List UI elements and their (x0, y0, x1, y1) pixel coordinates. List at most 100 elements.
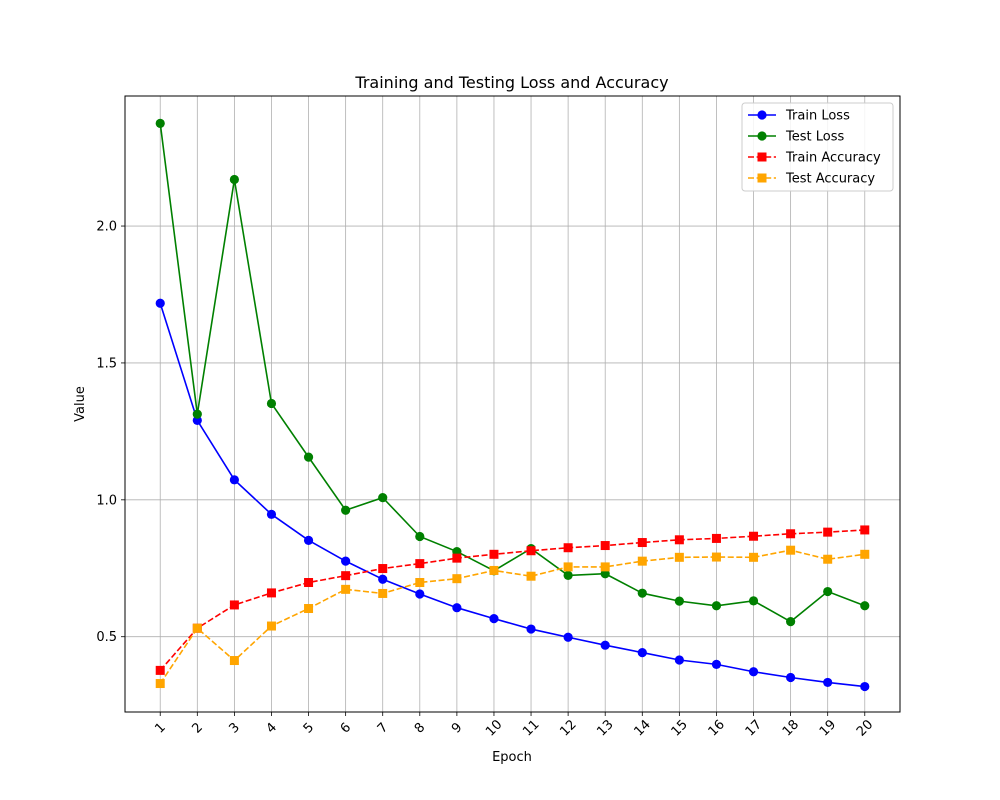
data-point (452, 553, 462, 563)
data-point (452, 603, 462, 613)
data-point (415, 578, 425, 588)
data-point (526, 546, 536, 556)
data-point (860, 549, 870, 559)
legend-label: Train Loss (785, 109, 850, 124)
data-point (341, 505, 351, 515)
data-point (748, 667, 759, 677)
data-point (155, 298, 165, 308)
data-point (637, 556, 647, 566)
series-line (159, 549, 865, 684)
legend-entry: Train Accuracy (748, 151, 881, 166)
data-point (304, 578, 314, 588)
series-train-accuracy (155, 525, 870, 675)
data-point (341, 556, 351, 566)
data-point (711, 552, 721, 562)
data-point (786, 529, 796, 539)
data-point (341, 571, 351, 581)
data-point (637, 588, 647, 598)
data-point (637, 647, 647, 658)
data-point (563, 562, 573, 572)
data-point (674, 596, 684, 606)
y-tick-label: 1.5 (96, 356, 117, 371)
plot-frame (124, 95, 901, 713)
data-point (452, 574, 462, 584)
data-point (229, 475, 239, 485)
data-point (192, 409, 202, 419)
y-axis-ticks: 0.5 1.0 1.5 2.0 (96, 220, 125, 645)
data-point (600, 541, 610, 551)
data-point (563, 543, 573, 553)
data-point (378, 493, 388, 503)
data-point (303, 535, 314, 545)
data-point (341, 584, 351, 594)
series-line (159, 303, 865, 688)
y-axis-label: Value (73, 386, 88, 422)
y-tick-label: 0.5 (96, 630, 117, 645)
data-point (229, 600, 239, 610)
data-point (415, 589, 425, 599)
legend-entry: Test Accuracy (748, 172, 875, 187)
data-point (304, 604, 314, 614)
legend: Train Loss Test Loss Train Accuracy Test Ac… (741, 102, 894, 192)
data-point (711, 601, 722, 611)
data-point (229, 656, 239, 666)
data-point (823, 554, 833, 564)
data-point (303, 452, 314, 462)
data-point (415, 559, 425, 569)
data-point (748, 596, 759, 606)
data-point (489, 549, 499, 559)
data-point (786, 617, 796, 627)
data-point (192, 415, 202, 426)
series-layer (155, 118, 870, 692)
series-test-accuracy (155, 545, 870, 689)
data-point (489, 565, 499, 575)
data-point (711, 659, 722, 669)
data-point (155, 679, 165, 689)
y-tick-label: 1.0 (96, 493, 117, 508)
data-point (637, 538, 647, 548)
data-point (674, 552, 684, 562)
legend-marker (757, 131, 767, 141)
data-point (378, 564, 388, 574)
data-point (600, 569, 610, 579)
data-point (266, 398, 277, 409)
data-point (155, 665, 165, 675)
series-line (159, 123, 866, 623)
data-point (266, 509, 277, 519)
legend-marker (757, 173, 767, 183)
data-point (600, 640, 610, 650)
data-point (711, 533, 721, 543)
legend-entry: Test Loss (748, 130, 844, 145)
data-point (266, 588, 276, 598)
legend-label: Test Loss (785, 130, 844, 145)
series-train-loss (155, 298, 870, 692)
legend-label: Test Accuracy (785, 172, 875, 187)
data-point (786, 545, 796, 555)
data-point (860, 681, 870, 692)
legend-marker (757, 110, 767, 120)
data-point (823, 586, 833, 597)
legend-entry: Train Loss (748, 109, 850, 124)
series-line (159, 529, 865, 671)
data-point (526, 624, 536, 634)
data-point (526, 571, 536, 581)
data-point (229, 174, 239, 185)
data-point (415, 531, 425, 542)
data-point (600, 562, 610, 572)
data-point (563, 570, 573, 580)
data-point (823, 677, 833, 688)
y-tick-label: 2.0 (96, 220, 117, 235)
data-point (563, 632, 573, 642)
data-point (860, 525, 870, 535)
data-point (155, 118, 165, 128)
data-point (860, 601, 870, 611)
data-point (823, 527, 833, 537)
data-point (786, 672, 796, 683)
data-point (674, 535, 684, 545)
data-point (749, 531, 759, 541)
data-point (489, 614, 499, 624)
data-point (749, 552, 759, 562)
data-point (266, 621, 276, 631)
